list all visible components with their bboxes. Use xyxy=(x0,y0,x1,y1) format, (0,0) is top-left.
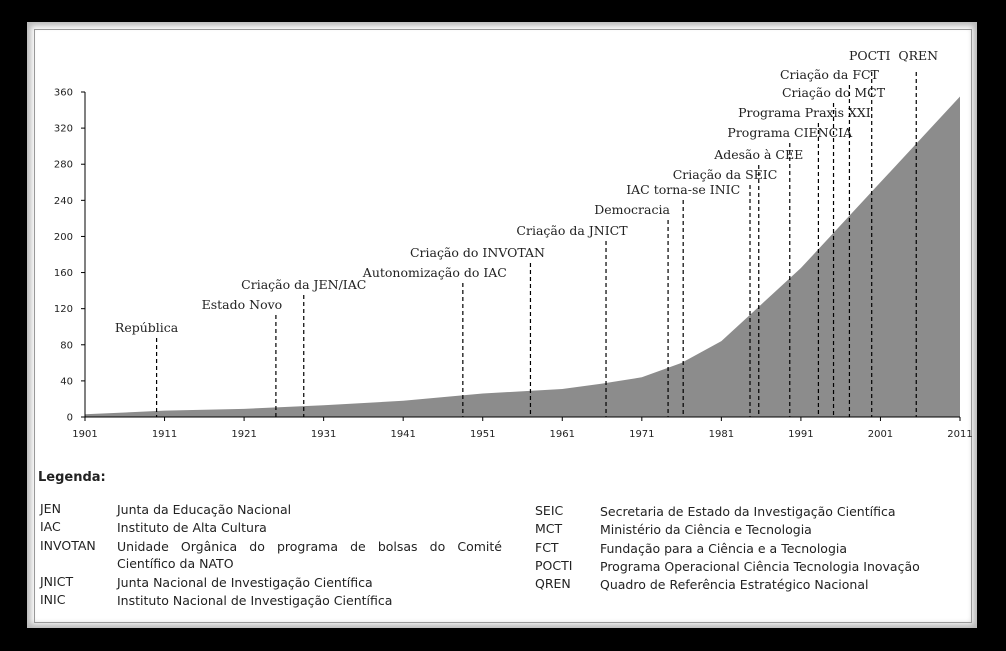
panel-border xyxy=(34,29,972,623)
x-tick-label: 1931 xyxy=(311,429,336,440)
event-label: Adesão à CEE xyxy=(713,147,803,162)
event-label: Programa Praxis XXI xyxy=(738,105,871,120)
legend-text: Junta Nacional de Investigação Científic… xyxy=(117,575,373,590)
event-label: Criação da JEN/IAC xyxy=(241,277,366,292)
legend-text: Quadro de Referência Estratégico Naciona… xyxy=(600,577,869,592)
y-tick-label: 120 xyxy=(54,304,73,315)
event-label: QREN xyxy=(898,48,938,63)
y-tick-label: 80 xyxy=(60,340,73,351)
legend-abbr: SEIC xyxy=(535,503,564,518)
legend-text: Instituto Nacional de Investigação Cient… xyxy=(117,593,393,608)
event-label: Criação do MCT xyxy=(782,85,886,100)
y-tick-label: 40 xyxy=(60,376,73,387)
x-tick-label: 2011 xyxy=(947,429,972,440)
area xyxy=(85,96,960,417)
x-tick-label: 1951 xyxy=(470,429,495,440)
event-label: Autonomização do IAC xyxy=(362,265,507,280)
event-label: Democracia xyxy=(594,202,670,217)
x-tick-label: 1991 xyxy=(788,429,813,440)
y-tick-label: 200 xyxy=(54,232,73,243)
event-label: Criação da FCT xyxy=(780,67,880,82)
y-tick-label: 280 xyxy=(54,160,73,171)
y-tick-label: 320 xyxy=(54,124,73,135)
y-tick-label: 360 xyxy=(54,88,73,99)
legend-text: Instituto de Alta Cultura xyxy=(117,520,267,535)
legend-abbr: IAC xyxy=(40,519,61,534)
legend-title: Legenda: xyxy=(38,470,106,485)
x-tick-label: 1981 xyxy=(709,429,734,440)
event-label: Criação do INVOTAN xyxy=(410,245,545,260)
event-label: Criação da JNICT xyxy=(516,223,628,238)
legend-abbr: JEN xyxy=(40,501,61,516)
legend-text: Secretaria de Estado da Investigação Cie… xyxy=(600,504,896,519)
event-label: IAC torna-se INIC xyxy=(626,182,740,197)
x-tick-label: 2001 xyxy=(868,429,893,440)
event-label: Estado Novo xyxy=(202,297,283,312)
legend-abbr: FCT xyxy=(535,540,559,555)
x-tick-label: 1961 xyxy=(550,429,575,440)
legend-text: Junta da Educação Nacional xyxy=(117,502,292,517)
event-label: Criação da SEIC xyxy=(673,167,778,182)
legend-text: Programa Operacional Ciência Tecnologia … xyxy=(600,559,920,574)
legend-abbr: MCT xyxy=(535,521,563,536)
event-label: República xyxy=(115,320,179,335)
x-tick-label: 1971 xyxy=(629,429,654,440)
legend-abbr: POCTI xyxy=(535,558,573,573)
legend-abbr: INIC xyxy=(40,592,66,607)
legend-abbr: INVOTAN xyxy=(40,538,96,553)
x-tick-label: 1941 xyxy=(390,429,415,440)
legend-text: Fundação para a Ciência e a Tecnologia xyxy=(600,541,848,556)
event-label: Programa CIENCIA xyxy=(727,125,853,140)
event-label: POCTI xyxy=(849,48,891,63)
y-tick-label: 240 xyxy=(54,196,73,207)
x-tick-label: 1921 xyxy=(231,429,256,440)
legend-abbr: JNICT xyxy=(40,574,74,589)
legend-abbr: QREN xyxy=(535,576,571,591)
y-tick-label: 160 xyxy=(54,268,73,279)
legend-text: Unidade Orgânica do programa de bolsas d… xyxy=(117,539,502,571)
legend-text: Ministério da Ciência e Tecnologia xyxy=(600,522,812,537)
y-tick-label: 0 xyxy=(67,413,73,424)
x-tick-label: 1911 xyxy=(152,429,177,440)
x-tick-label: 1901 xyxy=(72,429,97,440)
